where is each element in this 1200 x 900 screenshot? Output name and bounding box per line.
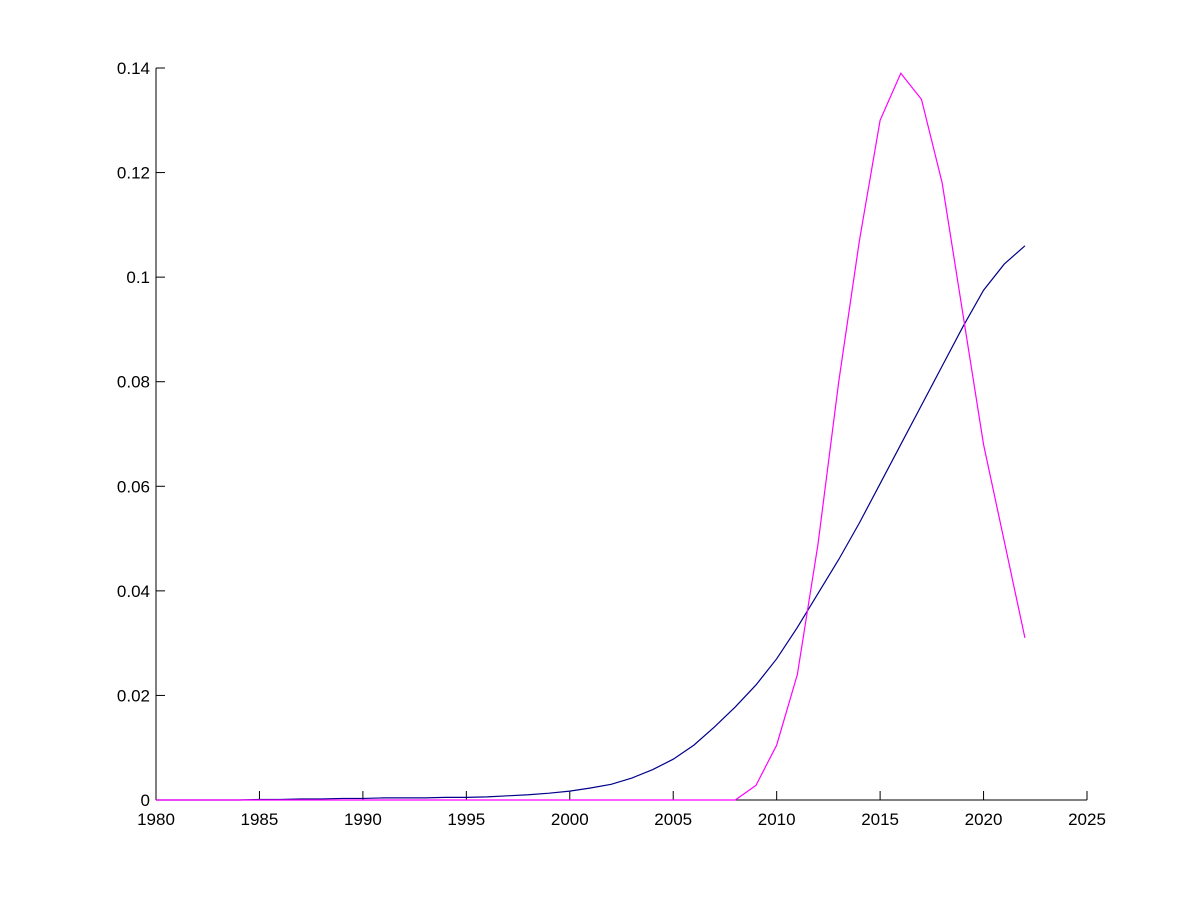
x-tick-label: 1990 <box>344 810 382 829</box>
y-tick-label: 0.06 <box>117 477 150 496</box>
x-tick-label: 1995 <box>447 810 485 829</box>
y-tick-label: 0.04 <box>117 582 150 601</box>
x-tick-label: 1980 <box>137 810 175 829</box>
x-tick-label: 2010 <box>758 810 796 829</box>
x-tick-label: 1985 <box>241 810 279 829</box>
y-tick-label: 0.12 <box>117 164 150 183</box>
x-tick-label: 2015 <box>861 810 899 829</box>
y-tick-label: 0.14 <box>117 59 150 78</box>
y-tick-label: 0 <box>141 791 150 810</box>
x-tick-label: 2025 <box>1068 810 1106 829</box>
series-line <box>156 245 1026 801</box>
y-tick-label: 0.1 <box>126 268 150 287</box>
x-tick-label: 2005 <box>654 810 692 829</box>
x-tick-label: 2020 <box>965 810 1003 829</box>
y-tick-label: 0.08 <box>117 373 150 392</box>
series-line <box>156 72 1026 801</box>
y-tick-label: 0.02 <box>117 686 150 705</box>
x-tick-label: 2000 <box>551 810 589 829</box>
